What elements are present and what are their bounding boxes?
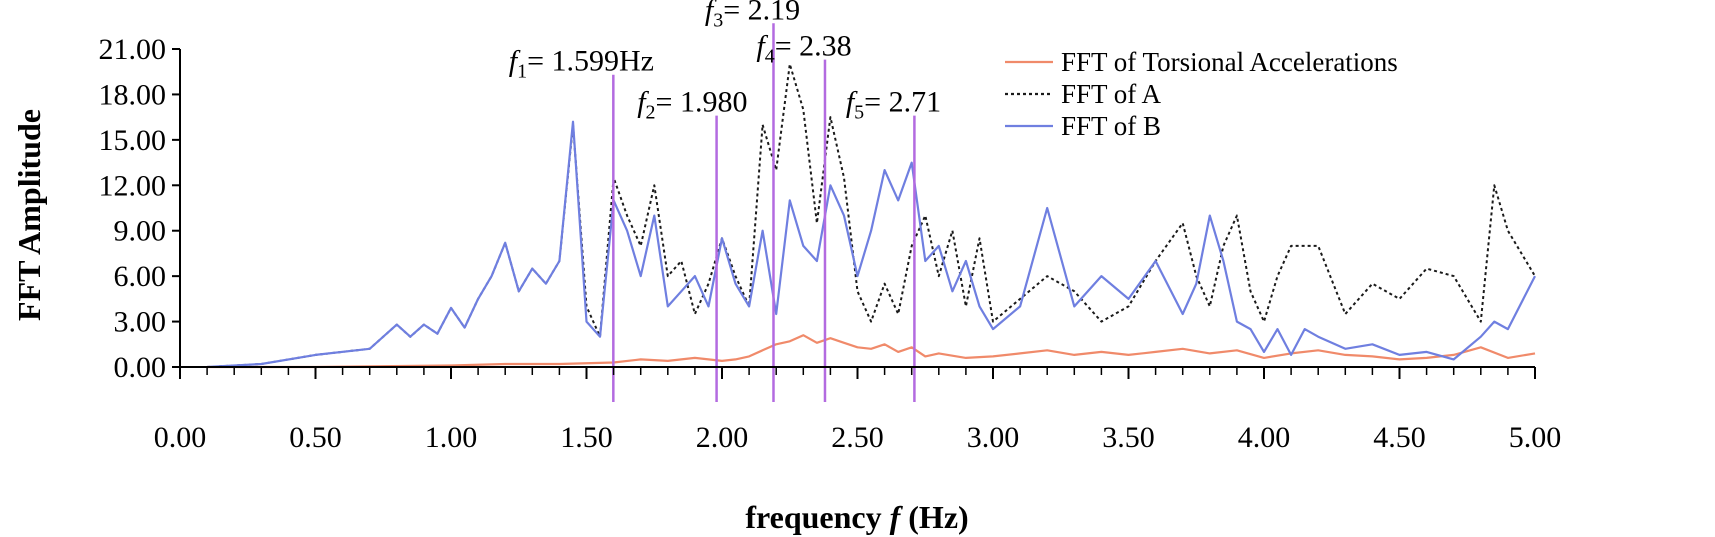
marker-label-1: f1= 1.599Hz (509, 45, 654, 83)
legend-label-1: FFT of A (1061, 79, 1162, 109)
y-tick-label: 21.00 (99, 33, 167, 66)
y-tick-label: 0.00 (114, 351, 167, 384)
x-tick-label: 0.00 (154, 421, 207, 454)
x-tick-label: 3.00 (967, 421, 1020, 454)
series-layer (207, 63, 1536, 369)
x-tick-label: 3.50 (1102, 421, 1155, 454)
y-axis-title: FFT Amplitude (11, 109, 47, 321)
marker-label-4: f4= 2.38 (756, 30, 851, 68)
x-axis-title: frequency f (Hz) (745, 499, 968, 535)
series-line-2 (207, 120, 1536, 369)
marker-label-3: f3= 2.19 (705, 0, 800, 31)
x-tick-label: 5.00 (1509, 421, 1562, 454)
y-tick-label: 15.00 (99, 124, 167, 157)
y-tick-label: 3.00 (114, 306, 167, 339)
x-tick-label: 2.00 (696, 421, 749, 454)
marker-label-5: f5= 2.71 (846, 86, 941, 124)
x-tick-label: 1.50 (560, 421, 613, 454)
marker-label-2: f2= 1.980 (637, 86, 747, 124)
y-tick-label: 12.00 (99, 169, 167, 202)
y-tick-label: 6.00 (114, 260, 167, 293)
x-tick-label: 4.00 (1238, 421, 1291, 454)
x-tick-label: 1.00 (425, 421, 478, 454)
legend-label-2: FFT of B (1061, 111, 1161, 141)
x-tick-label: 0.50 (289, 421, 342, 454)
axes: 0.00 3.00 6.00 9.00 12.00 15.00 18.00 21.00 0.00… (99, 33, 1562, 454)
y-tick-label: 9.00 (114, 215, 167, 248)
series-line-0 (207, 334, 1536, 369)
legend-label-0: FFT of Torsional Accelerations (1061, 47, 1398, 77)
x-tick-label: 4.50 (1373, 421, 1426, 454)
y-tick-label: 18.00 (99, 78, 167, 111)
x-tick-label: 2.50 (831, 421, 884, 454)
